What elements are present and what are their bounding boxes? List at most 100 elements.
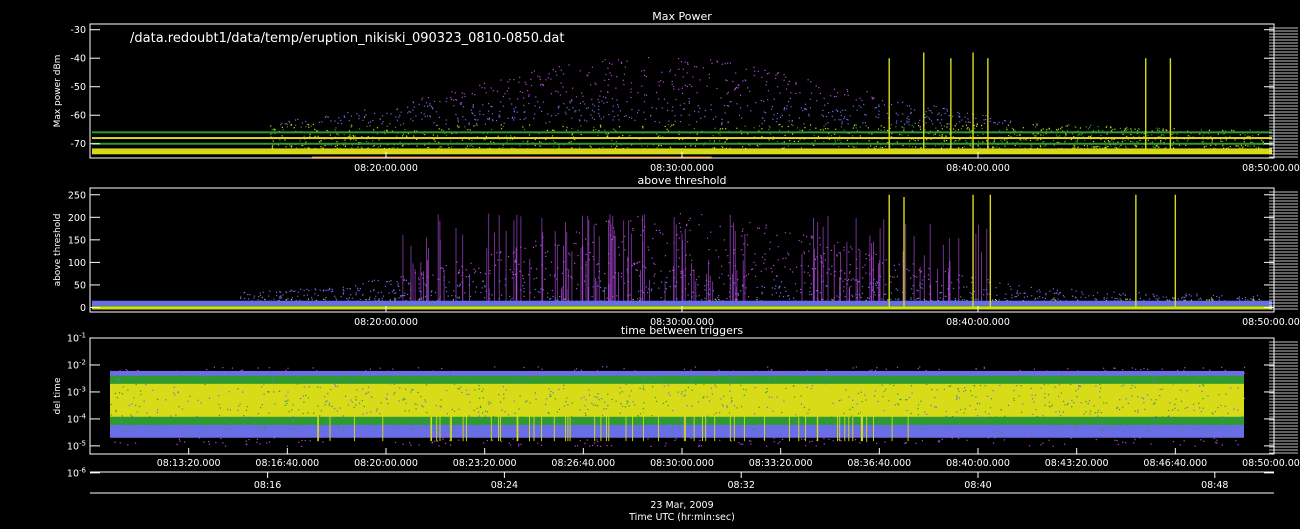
data-point	[1080, 127, 1081, 128]
data-point	[710, 104, 711, 105]
data-point	[537, 76, 538, 77]
data-point	[518, 82, 519, 83]
data-point	[826, 286, 827, 287]
data-point	[648, 57, 649, 58]
data-point	[777, 141, 778, 142]
data-point	[1156, 298, 1157, 299]
data-point	[326, 297, 327, 298]
data-point	[476, 123, 477, 124]
data-point	[818, 136, 819, 137]
data-point	[953, 128, 954, 129]
data-point	[1035, 298, 1036, 299]
data-point	[1036, 123, 1037, 124]
data-point	[996, 146, 997, 147]
data-point	[852, 135, 853, 136]
data-point	[634, 264, 635, 265]
data-point	[895, 126, 896, 127]
data-point	[711, 109, 712, 110]
data-point	[633, 299, 634, 300]
data-point	[874, 98, 875, 99]
data-point	[784, 109, 785, 110]
data-point	[741, 249, 742, 250]
data-point	[776, 235, 777, 236]
data-point	[1163, 135, 1164, 136]
data-point	[360, 288, 361, 289]
data-point	[851, 279, 852, 280]
data-point	[757, 145, 758, 146]
data-point	[1169, 300, 1170, 301]
data-point	[287, 126, 288, 127]
data-point	[1114, 298, 1115, 299]
data-point	[736, 128, 737, 129]
data-point	[724, 239, 725, 240]
data-point	[511, 103, 512, 104]
data-point	[815, 268, 816, 269]
data-point	[842, 121, 843, 122]
data-point	[860, 127, 861, 128]
data-point	[694, 128, 695, 129]
data-point	[842, 110, 843, 111]
data-point	[684, 108, 685, 109]
data-point	[464, 292, 465, 293]
data-point	[789, 120, 790, 121]
data-point	[1162, 130, 1163, 131]
data-point	[777, 73, 778, 74]
data-point	[678, 134, 679, 135]
data-point	[1136, 141, 1137, 142]
data-point	[400, 125, 401, 126]
data-point	[699, 295, 700, 296]
data-point	[678, 58, 679, 59]
data-point	[646, 286, 647, 287]
data-point	[925, 129, 926, 130]
data-point	[865, 273, 866, 274]
data-point	[387, 130, 388, 131]
data-point	[269, 291, 270, 292]
data-point	[637, 270, 638, 271]
data-point	[631, 97, 632, 98]
data-point	[910, 277, 911, 278]
data-point	[1209, 299, 1210, 300]
data-point	[369, 297, 370, 298]
data-point	[689, 103, 690, 104]
data-point	[654, 283, 655, 284]
data-point	[809, 243, 810, 244]
data-point	[315, 136, 316, 137]
data-point	[455, 92, 456, 93]
data-point	[863, 104, 864, 105]
data-point	[431, 290, 432, 291]
data-point	[780, 292, 781, 293]
data-point	[445, 287, 446, 288]
data-point	[820, 129, 821, 130]
data-point	[944, 126, 945, 127]
data-point	[677, 234, 678, 235]
data-point	[997, 124, 998, 125]
data-point	[421, 274, 422, 275]
data-point	[473, 281, 474, 282]
data-point	[1119, 146, 1120, 147]
data-point	[611, 146, 612, 147]
data-point	[728, 92, 729, 93]
data-point	[1257, 295, 1258, 296]
data-point	[1045, 145, 1046, 146]
data-point	[469, 145, 470, 146]
data-point	[642, 127, 643, 128]
data-point	[462, 92, 463, 93]
data-point	[980, 147, 981, 148]
data-point	[508, 88, 509, 89]
data-point	[608, 79, 609, 80]
data-point	[1224, 133, 1225, 134]
data-point	[352, 145, 353, 146]
data-point	[1006, 129, 1007, 130]
data-point	[508, 256, 509, 257]
data-point	[577, 130, 578, 131]
data-point	[244, 292, 245, 293]
data-point	[936, 106, 937, 107]
data-point	[1130, 141, 1131, 142]
data-point	[479, 111, 480, 112]
data-point	[397, 108, 398, 109]
data-point	[801, 147, 802, 148]
data-point	[1037, 298, 1038, 299]
data-point	[662, 107, 663, 108]
data-point	[1058, 294, 1059, 295]
data-point	[535, 241, 536, 242]
